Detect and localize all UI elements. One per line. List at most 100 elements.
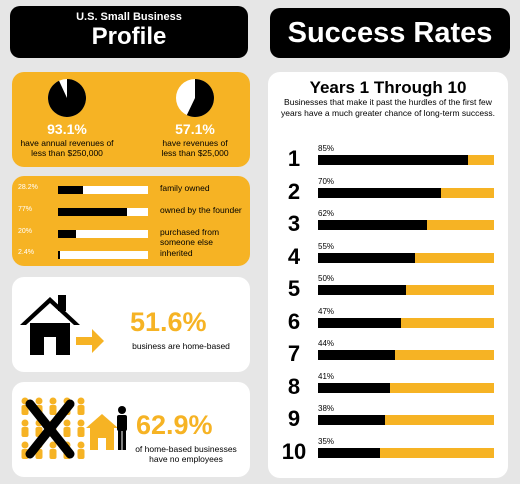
year-bar-fill bbox=[318, 155, 468, 165]
year-row: 7 44% bbox=[268, 337, 508, 369]
revenue-pie-1-slice bbox=[48, 79, 87, 117]
ownership-row: 2.4% inherited bbox=[12, 248, 250, 262]
year-bar-track bbox=[318, 155, 494, 165]
ownership-label: owned by the founder bbox=[160, 205, 242, 215]
year-number: 4 bbox=[287, 243, 301, 269]
ownership-bar-track bbox=[58, 251, 148, 259]
year-pct: 35% bbox=[318, 436, 335, 446]
year-bar-track bbox=[318, 382, 494, 393]
year-bar-fill bbox=[318, 447, 380, 458]
home-based-card: 51.6% business are home-based bbox=[12, 277, 250, 372]
home-worker-icon bbox=[86, 406, 127, 450]
year-pct: 47% bbox=[318, 306, 335, 316]
year-bar-fill bbox=[318, 317, 401, 328]
ownership-label: purchased from someone else bbox=[160, 227, 220, 247]
ownership-bar-track bbox=[58, 230, 148, 238]
year-bar-track bbox=[318, 350, 494, 360]
year-bar-track bbox=[318, 285, 494, 295]
year-row: 4 55% bbox=[268, 240, 508, 272]
year-bar-fill bbox=[318, 415, 385, 425]
revenue-desc-2-line2: less than $25,000 bbox=[161, 148, 229, 158]
year-number: 6 bbox=[287, 308, 301, 334]
ownership-bar-track bbox=[58, 186, 148, 194]
year-row: 5 50% bbox=[268, 272, 508, 304]
year-bar-track bbox=[318, 220, 494, 230]
revenue-pct-2: 57.1% bbox=[175, 121, 215, 137]
revenue-pie-2 bbox=[176, 79, 214, 117]
ownership-row: 20% purchased from someone else bbox=[12, 227, 250, 247]
year-bar-fill bbox=[318, 350, 396, 360]
ownership-pct: 2.4% bbox=[18, 249, 34, 256]
year-number: 10 bbox=[281, 438, 307, 464]
profile-header: U.S. Small Business Profile bbox=[10, 6, 248, 58]
year-pct: 62% bbox=[318, 209, 335, 218]
year-number: 5 bbox=[287, 276, 301, 301]
ownership-row: 28.2% family owned bbox=[12, 183, 250, 197]
ownership-pct: 77% bbox=[18, 206, 33, 213]
year-pct: 41% bbox=[318, 371, 335, 381]
year-bar-track bbox=[318, 447, 494, 458]
year-bar-fill bbox=[318, 220, 428, 230]
revenue-desc-1: have annual revenues of less than $250,0… bbox=[12, 138, 122, 158]
year-number: 9 bbox=[287, 406, 301, 431]
revenue-pie-1 bbox=[48, 79, 87, 117]
ownership-card: 28.2% family owned 77% owned by the foun… bbox=[12, 176, 250, 266]
years-subtitle: Businesses that make it past the hurdles… bbox=[280, 97, 496, 118]
ownership-label: family owned bbox=[160, 183, 210, 193]
ownership-pct: 20% bbox=[18, 228, 33, 235]
ownership-label: inherited bbox=[160, 248, 193, 258]
years-panel: Years 1 Through 10 Businesses that make … bbox=[268, 72, 508, 478]
revenue-desc-1-line1: have annual revenues of bbox=[20, 138, 114, 148]
ownership-bar-fill bbox=[58, 251, 61, 259]
year-row: 1 85% bbox=[268, 142, 508, 174]
revenue-desc-1-line2: less than $250,000 bbox=[31, 148, 103, 158]
profile-title: Profile bbox=[91, 23, 167, 50]
revenue-desc-2: have revenues of less than $25,000 bbox=[140, 138, 250, 158]
year-number: 1 bbox=[287, 146, 301, 171]
year-row: 6 47% bbox=[268, 305, 508, 337]
year-bar-track bbox=[318, 317, 494, 328]
year-row: 10 35% bbox=[268, 435, 508, 467]
year-pct: 85% bbox=[318, 144, 335, 153]
year-number: 8 bbox=[287, 373, 301, 399]
years-title: Years 1 Through 10 bbox=[309, 78, 467, 97]
year-bar-fill bbox=[318, 285, 406, 295]
ownership-bar-fill bbox=[58, 208, 128, 216]
no-employees-desc: of home-based businesses have no employe… bbox=[132, 444, 240, 464]
year-row: 3 62% bbox=[268, 207, 508, 239]
no-employees-desc-line1: of home-based businesses bbox=[135, 444, 237, 454]
year-row: 8 41% bbox=[268, 370, 508, 402]
year-bar-track bbox=[318, 415, 494, 425]
ownership-bar-track bbox=[58, 208, 148, 216]
home-based-desc: business are home-based bbox=[132, 341, 230, 351]
revenue-card: 93.1% have annual revenues of less than … bbox=[12, 72, 250, 167]
year-bar-fill bbox=[318, 382, 391, 393]
year-number: 2 bbox=[287, 178, 301, 204]
year-pct: 70% bbox=[318, 176, 335, 186]
year-number: 3 bbox=[287, 211, 301, 236]
no-employees-pct: 62.9% bbox=[136, 410, 213, 440]
house-icon bbox=[20, 295, 104, 355]
year-number: 7 bbox=[287, 341, 301, 366]
ownership-pct: 28.2% bbox=[18, 184, 38, 191]
ownership-bar-fill bbox=[58, 186, 84, 194]
year-pct: 50% bbox=[318, 274, 335, 283]
revenue-pct-1: 93.1% bbox=[47, 121, 87, 137]
year-row: 2 70% bbox=[268, 175, 508, 207]
home-based-pct: 51.6% bbox=[130, 307, 207, 337]
profile-subtitle: U.S. Small Business bbox=[76, 11, 182, 23]
success-rates-header: Success Rates bbox=[270, 8, 510, 58]
year-pct: 44% bbox=[318, 339, 335, 348]
year-bar-track bbox=[318, 187, 494, 198]
ownership-bar-fill bbox=[58, 230, 76, 238]
no-employees-card: 62.9% of home-based businesses have no e… bbox=[12, 382, 250, 477]
year-bar-fill bbox=[318, 252, 415, 263]
revenue-desc-2-line1: have revenues of bbox=[162, 138, 228, 148]
year-pct: 38% bbox=[318, 404, 335, 413]
year-bar-track bbox=[318, 252, 494, 263]
ownership-row: 77% owned by the founder bbox=[12, 205, 250, 219]
no-employees-desc-line2: have no employees bbox=[149, 454, 223, 464]
year-row: 9 38% bbox=[268, 402, 508, 434]
year-pct: 55% bbox=[318, 241, 335, 251]
year-bar-fill bbox=[318, 187, 442, 198]
